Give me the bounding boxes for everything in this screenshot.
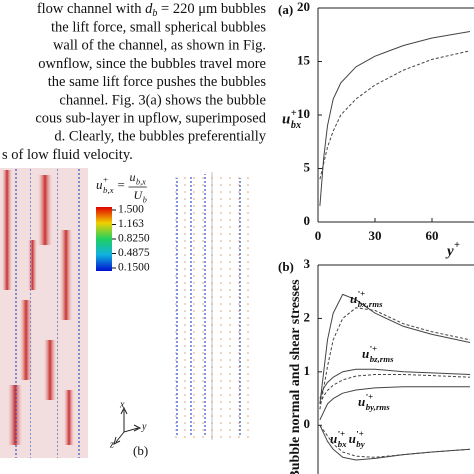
series-line xyxy=(319,50,471,180)
math-superscript: + xyxy=(103,175,108,185)
math-symbol: u xyxy=(282,111,290,127)
y-tick-label: 1 xyxy=(304,363,311,378)
text-line: ownflow, since the bubbles travel more xyxy=(38,56,266,72)
math-superscript: '+ xyxy=(366,392,373,402)
y-tick-label: 3 xyxy=(304,256,311,271)
equals: = xyxy=(118,177,125,192)
axis-letter: x xyxy=(119,399,125,410)
math-symbol: u xyxy=(350,291,357,306)
text-line: flow channel with db = 220 μm bubbles xyxy=(37,1,267,19)
math-subscript: b xyxy=(143,195,147,204)
math-superscript: + xyxy=(291,108,297,119)
y-tick-label: 20 xyxy=(297,0,310,14)
math-subscript: bx,rms xyxy=(358,299,383,309)
math-subscript: b,x xyxy=(136,177,146,186)
math-superscript: + xyxy=(454,240,460,251)
colorbar-label: 1.163 xyxy=(118,218,144,230)
axis-letter: y xyxy=(141,421,147,432)
text-line: s of low fluid velocity. xyxy=(2,147,133,163)
y-tick-label: 2 xyxy=(304,309,311,324)
colorbar-label: 0.4875 xyxy=(118,247,150,259)
text-span: flow channel with xyxy=(37,1,145,17)
text-line: the lift force, small spherical bubbles xyxy=(51,20,266,36)
x-tick-label: 30 xyxy=(369,228,382,243)
velocity-field-image xyxy=(0,168,88,458)
text-line: d. Clearly, the bubbles preferentially xyxy=(54,129,266,145)
y-tick-label: 5 xyxy=(304,159,311,174)
y-tick-label: 0 xyxy=(304,213,311,228)
math-symbol: u xyxy=(330,431,337,446)
y-tick-label: 15 xyxy=(297,52,311,67)
math-symbol: u xyxy=(358,394,365,409)
math-symbol: u xyxy=(349,431,356,446)
math-symbol: U xyxy=(134,188,144,202)
bubble-distribution-image xyxy=(172,172,252,440)
math-superscript: '+ xyxy=(356,429,363,439)
colorbar-label: 0.8250 xyxy=(118,233,150,245)
series-line xyxy=(319,368,471,399)
body-text: flow channel with db = 220 μm bubblesthe… xyxy=(2,1,267,163)
math-symbol: u xyxy=(130,170,136,184)
math-symbol: u xyxy=(96,177,103,192)
math-subscript: bx xyxy=(291,120,301,131)
text-span: = 220 μm bubbles xyxy=(157,1,266,17)
math-superscript: '+ xyxy=(358,289,365,299)
math-symbol: u xyxy=(362,346,369,361)
colorbar-label: 1.500 xyxy=(118,204,144,216)
math-symbol: y xyxy=(445,243,454,259)
series-line xyxy=(319,386,470,421)
math-subscript: by,rms xyxy=(366,402,391,412)
x-tick-label: 60 xyxy=(426,228,439,243)
math-superscript: '+ xyxy=(370,344,377,354)
axis-letter: z xyxy=(109,439,114,450)
series-line xyxy=(319,293,471,404)
series-line xyxy=(319,425,471,458)
math-superscript: '+ xyxy=(338,429,345,439)
text-span: d xyxy=(145,1,153,17)
math-subscript: by xyxy=(356,439,364,449)
x-tick-label: 0 xyxy=(315,228,322,243)
text-line: the same lift force pushes the bubbles xyxy=(48,74,267,90)
series-line xyxy=(319,307,471,410)
text-line: cous sub-layer in upflow, superimposed xyxy=(35,111,266,127)
y-tick-label: 0 xyxy=(304,416,311,431)
axis-triad xyxy=(113,406,142,445)
math-subscript: bx xyxy=(338,439,347,449)
text-span: b xyxy=(152,8,157,19)
colorbar-label: 0.1500 xyxy=(118,262,150,274)
figure-label: (b) xyxy=(133,443,148,458)
colorbar xyxy=(96,207,112,271)
y-tick-label: 10 xyxy=(297,106,310,121)
panel-label: (b) xyxy=(278,259,294,274)
panel-label: (a) xyxy=(278,2,293,17)
series-line xyxy=(319,374,471,405)
text-line: wall of the channel, as shown in Fig. xyxy=(53,38,266,54)
text-line: channel. Fig. 3(a) shows the bubble xyxy=(59,92,266,108)
math-subscript: b,x xyxy=(103,185,114,195)
y-axis-label: Bubble normal and shear stresses xyxy=(288,279,303,474)
series-line xyxy=(319,31,471,206)
math-subscript: bz,rms xyxy=(370,354,394,364)
